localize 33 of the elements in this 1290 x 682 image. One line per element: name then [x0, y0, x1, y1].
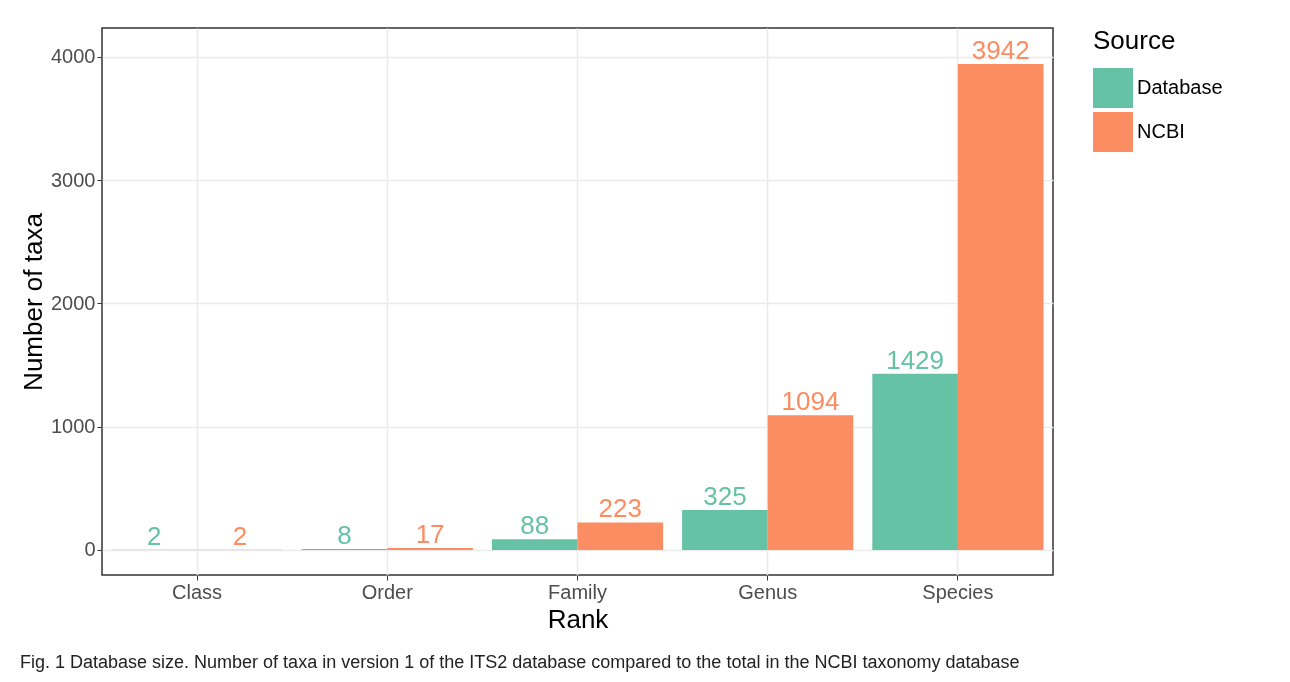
legend-title: Source: [1093, 25, 1176, 55]
x-tick-label: Order: [361, 580, 414, 603]
data-label: 8: [337, 519, 352, 550]
x-tick-label: Species: [922, 580, 994, 603]
y-tick-label: 3000: [51, 168, 96, 191]
bar: [957, 64, 1044, 550]
bar: [682, 509, 768, 550]
legend-label: NCBI: [1137, 120, 1185, 142]
data-label: 2: [232, 520, 248, 551]
bar: [577, 522, 664, 550]
bar: [767, 415, 854, 550]
x-tick-label: Family: [548, 580, 607, 603]
data-label: 17: [415, 518, 445, 549]
data-label: 1429: [886, 344, 945, 375]
data-label: 88: [520, 510, 550, 541]
data-label: 1094: [781, 386, 840, 417]
x-tick-label: Genus: [738, 580, 798, 603]
data-label: 223: [598, 493, 642, 524]
x-axis-title: Rank: [547, 603, 610, 634]
bar: [491, 539, 578, 550]
y-tick-label: 0: [84, 538, 96, 561]
bar: [872, 373, 958, 550]
y-axis-title: Number of taxa: [18, 212, 49, 391]
data-label: 325: [703, 480, 747, 511]
y-tick-label: 2000: [51, 291, 96, 314]
y-tick-label: 4000: [51, 45, 96, 68]
y-tick-label: 1000: [51, 415, 96, 438]
caption: Fig. 1 Database size. Number of taxa in version 1 of the ITS2 database compared to the total in the NCBI taxonomy database: [20, 652, 1020, 673]
data-label: 2: [147, 520, 162, 551]
legend-label: Database: [1137, 76, 1223, 98]
bar: [387, 547, 473, 550]
x-tick-label: Class: [172, 580, 223, 603]
data-label: 3942: [971, 35, 1030, 66]
